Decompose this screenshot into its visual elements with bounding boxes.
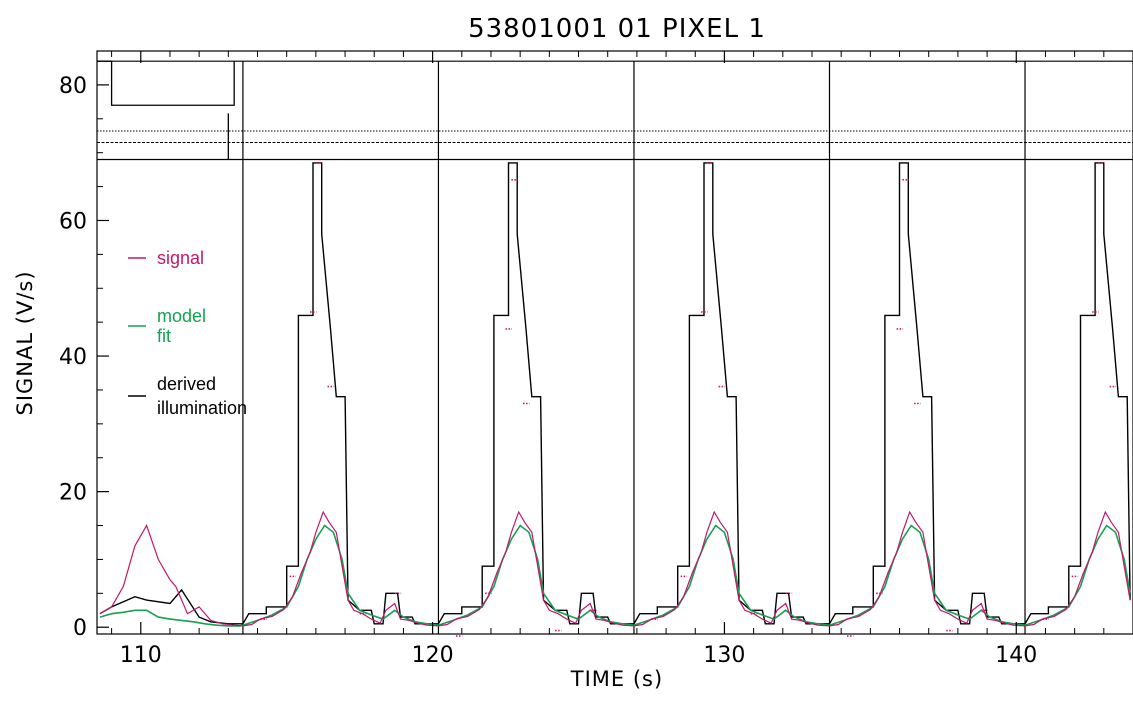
model-fit-line xyxy=(99,524,1131,627)
x-tick-label: 110 xyxy=(120,643,162,668)
y-tick-label: 0 xyxy=(73,616,87,641)
legend-label-model: model xyxy=(157,306,206,326)
y-tick-label: 20 xyxy=(59,481,87,506)
upper-panel xyxy=(97,60,1133,161)
x-tick-label: 140 xyxy=(995,643,1037,668)
y-tick-label: 60 xyxy=(59,209,87,234)
y-tick-label: 80 xyxy=(59,74,87,99)
upper-step-trace xyxy=(97,60,235,106)
x-axis-label: TIME (s) xyxy=(570,667,663,691)
axis-ticks: 0 20 40 60 80 110 120 130 140 xyxy=(59,51,1133,668)
x-tick-label: 120 xyxy=(412,643,454,668)
legend-label-signal: signal xyxy=(157,248,204,268)
cycle-boundaries xyxy=(242,61,1026,634)
illumination-line xyxy=(99,162,1131,625)
y-axis-label: SIGNAL (V/s) xyxy=(13,270,37,415)
model-series xyxy=(99,524,1131,627)
illumination-series xyxy=(99,162,1131,625)
signal-line xyxy=(99,510,1131,627)
legend-label-illum: illumination xyxy=(157,398,247,418)
legend-label-model: fit xyxy=(157,326,171,346)
plot-frame xyxy=(96,50,1133,635)
signal-series xyxy=(99,162,1131,637)
chart-title: 53801001 01 PIXEL 1 xyxy=(468,14,766,44)
x-tick-label: 130 xyxy=(703,643,745,668)
y-tick-label: 40 xyxy=(59,345,87,370)
legend-label-illum: derived xyxy=(157,374,216,394)
